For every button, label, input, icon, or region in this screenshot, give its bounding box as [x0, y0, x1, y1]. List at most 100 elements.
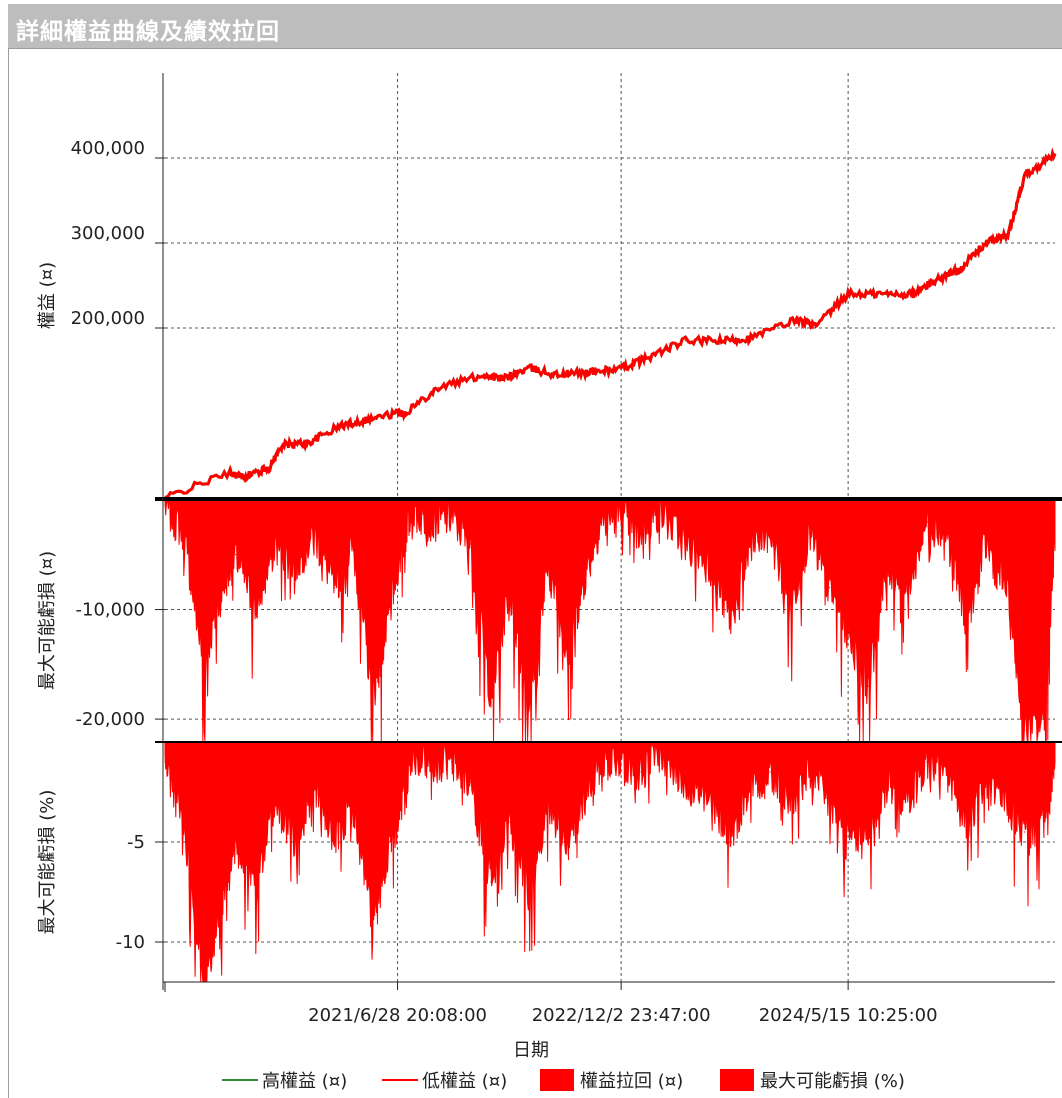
pullback-point-43: [985, 543, 987, 545]
equity-point-31: [1054, 153, 1056, 155]
pct-point-0: [164, 761, 166, 763]
pct-point-31: [750, 781, 752, 783]
equity-y-tick-label-1: 300,000: [71, 223, 145, 244]
pct-point-46: [1043, 821, 1045, 823]
legend: 高權益 (¤) 低權益 (¤) 權益拉回 (¤) 最大可能虧損 (%): [0, 1066, 1062, 1096]
pullback-point-36: [847, 630, 849, 633]
equity-point-17: [646, 357, 648, 359]
equity-point-22: [815, 325, 817, 327]
high-equity-line: [164, 147, 1057, 499]
pullback-point-4: [235, 554, 237, 556]
pct-point-45: [1023, 831, 1026, 833]
legend-label-max-loss-pct: 最大可能虧損 (%): [760, 1071, 905, 1092]
pct-point-23: [581, 801, 583, 803]
legend-swatch-equity-pullback: [540, 1069, 574, 1091]
pullback-point-32: [769, 532, 771, 534]
pullback-y-axis-label: 最大可能虧損 (¤): [37, 551, 58, 690]
pct-point-30: [730, 831, 732, 833]
equity-point-8: [396, 412, 399, 414]
pct-point-39: [907, 801, 909, 803]
equity-point-25: [913, 293, 915, 295]
legend-label-high-equity: 高權益 (¤): [262, 1071, 348, 1092]
equity-point-19: [724, 340, 726, 342]
legend-label-equity-pullback: 權益拉回 (¤): [580, 1071, 684, 1092]
low-equity-line: [164, 147, 1057, 499]
pct-point-27: [658, 751, 660, 753]
equity-point-18: [684, 340, 686, 342]
pct-point-6: [274, 801, 276, 803]
pct-point-1: [183, 821, 185, 823]
pullback-point-29: [710, 565, 713, 567]
pullback-point-7: [294, 565, 296, 567]
pct-point-44: [1006, 801, 1008, 803]
pct-point-40: [926, 761, 928, 763]
pullback-point-15: [430, 521, 433, 523]
pullback-point-39: [907, 587, 909, 589]
pct-point-16: [450, 761, 453, 763]
pct-point-34: [808, 771, 811, 773]
legend-label-low-equity: 低權益 (¤): [422, 1071, 508, 1092]
pullback-point-33: [789, 608, 791, 611]
pct-point-4: [235, 841, 237, 843]
legend-swatch-max-loss-pct: [720, 1069, 754, 1091]
pct-point-17: [469, 781, 471, 783]
pct-point-26: [639, 771, 641, 773]
pct-point-13: [396, 821, 399, 823]
pct-y-tick-label-0: -5: [127, 832, 145, 853]
equity-point-28: [985, 242, 987, 244]
pct-area: [164, 740, 1056, 983]
legend-swatch-low-equity: [382, 1079, 418, 1081]
pullback-y-tick-label-0: -10,000: [76, 600, 145, 621]
pullback-point-6: [274, 543, 276, 545]
legend-swatch-high-equity: [222, 1079, 258, 1081]
legend-item-high-equity: 高權益 (¤): [222, 1066, 347, 1094]
pct-point-15: [430, 761, 433, 763]
pullback-point-47: [1054, 532, 1056, 534]
x-axis-label: 日期: [513, 1040, 549, 1061]
equity-point-2: [241, 476, 244, 478]
equity-point-11: [483, 374, 485, 376]
pct-point-9: [334, 841, 336, 843]
equity-y-tick-label-0: 200,000: [71, 308, 145, 329]
pct-point-7: [294, 841, 296, 843]
equity-point-27: [959, 267, 961, 270]
equity-point-26: [933, 280, 935, 282]
equity-point-1: [229, 471, 231, 474]
pullback-point-31: [750, 543, 752, 545]
pullback-point-42: [965, 619, 967, 622]
equity-point-3: [268, 467, 270, 469]
equity-point-14: [554, 374, 556, 376]
equity-drawdown-chart: 200,000 300,000 400,000 權益 (¤) -10,000 -20,00…: [37, 73, 1062, 1061]
pct-y-axis-label: 最大可能虧損 (%): [37, 790, 58, 935]
equity-point-9: [404, 412, 406, 414]
pullback-point-34: [808, 532, 811, 534]
pullback-point-13: [396, 565, 399, 567]
panel-left-border: [8, 48, 9, 1098]
equity-point-21: [795, 318, 797, 321]
pullback-point-46: [1043, 718, 1045, 720]
pullback-point-2: [202, 663, 205, 665]
pullback-point-28: [684, 543, 686, 545]
equity-point-29: [1008, 233, 1010, 236]
pct-point-24: [599, 761, 602, 763]
pullback-point-44: [1006, 587, 1008, 589]
pullback-point-23: [581, 587, 583, 589]
pullback-point-1: [183, 532, 185, 534]
pullback-point-40: [926, 521, 928, 523]
pct-point-25: [620, 757, 622, 759]
pct-point-32: [769, 771, 771, 773]
pct-point-20: [528, 891, 530, 893]
pct-point-47: [1054, 761, 1056, 763]
pct-point-33: [789, 801, 791, 803]
legend-item-low-equity: 低權益 (¤): [382, 1066, 507, 1094]
pct-point-37: [867, 831, 869, 833]
x-tick-label-2: 2024/5/15 10:25:00: [759, 1005, 938, 1026]
pct-point-22: [567, 841, 570, 843]
pullback-point-21: [547, 565, 549, 567]
pct-point-21: [547, 801, 549, 803]
pct-y-tick-label-1: -10: [116, 932, 145, 953]
pct-point-19: [508, 821, 510, 823]
pullback-area: [164, 498, 1056, 742]
pullback-point-45: [1023, 729, 1026, 731]
pullback-point-3: [221, 587, 223, 589]
